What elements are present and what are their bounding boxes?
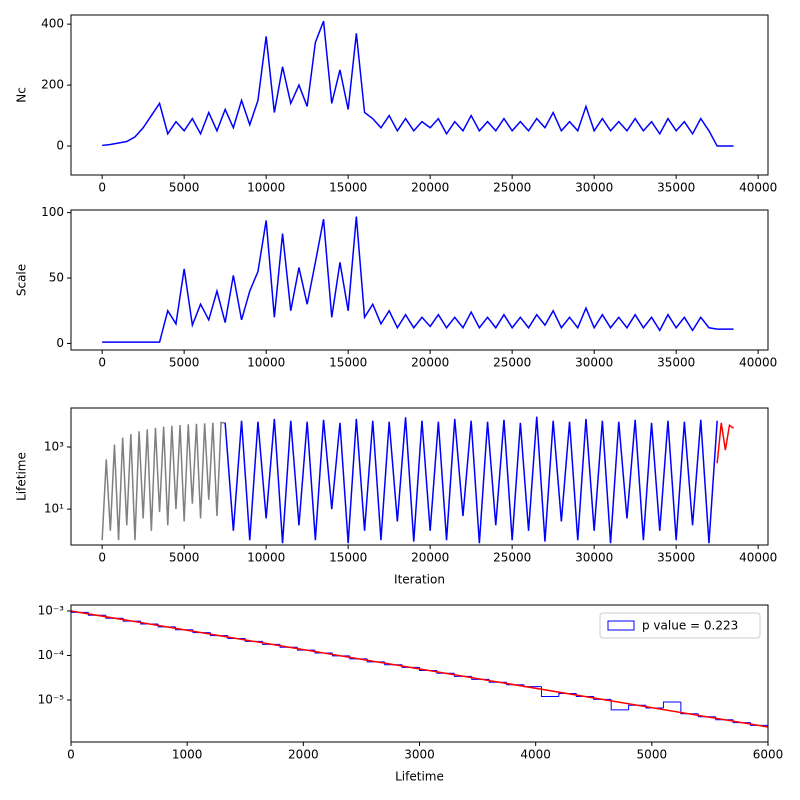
legend-label: p value = 0.223 [642,619,738,633]
x-tick-label: 25000 [493,551,531,565]
y-tick-label: 50 [49,271,64,285]
histogram-step [662,701,681,709]
data-line [716,422,735,464]
axes-frame [70,209,769,351]
y-tick-label: 0 [56,336,64,350]
data-line [101,421,226,541]
y-axis-label: Scale [15,264,29,296]
axes-frame [70,14,769,176]
x-tick-label: 0 [98,356,106,370]
y-tick-label: 0 [56,139,64,153]
y-axis-label: Lifetime [15,452,29,501]
y-tick-label: 400 [41,17,64,31]
x-tick-label: 4000 [520,748,551,762]
x-tick-label: 20000 [411,181,449,195]
x-tick-label: 10000 [247,551,285,565]
data-line [102,20,734,147]
x-tick-label: 5000 [637,748,668,762]
x-tick-label: 10000 [247,181,285,195]
fit-line [71,610,768,728]
legend-box [599,612,761,639]
x-axis-label: Iteration [394,573,445,587]
x-tick-label: 40000 [739,181,777,195]
x-tick-label: 25000 [493,181,531,195]
y-tick-label: 10⁻⁵ [38,693,65,707]
plot-area [71,610,768,742]
histogram-step [71,611,89,742]
x-tick-label: 20000 [411,356,449,370]
x-tick-label: 20000 [411,551,449,565]
x-tick-label: 40000 [739,356,777,370]
y-tick-label: 100 [41,205,64,219]
x-tick-label: 10000 [247,356,285,370]
plot-area [102,216,734,343]
x-tick-label: 30000 [575,356,613,370]
x-tick-label: 40000 [739,551,777,565]
x-tick-label: 0 [67,748,75,762]
x-tick-label: 5000 [169,551,200,565]
x-tick-label: 5000 [169,181,200,195]
data-line [102,216,734,343]
histogram-step [680,702,699,715]
axes-frame [70,407,769,546]
x-tick-label: 15000 [329,551,367,565]
plot-area [102,20,734,147]
x-tick-label: 35000 [657,356,695,370]
x-tick-label: 25000 [493,356,531,370]
x-tick-label: 1000 [172,748,203,762]
x-tick-label: 3000 [404,748,435,762]
x-tick-label: 0 [98,181,106,195]
x-tick-label: 5000 [169,356,200,370]
axes-frame [70,604,769,743]
x-tick-label: 2000 [288,748,319,762]
x-tick-label: 35000 [657,551,695,565]
x-axis-label: Lifetime [395,770,444,784]
y-axis-label: Nc [15,87,29,103]
x-tick-label: 35000 [657,181,695,195]
x-tick-label: 15000 [329,181,367,195]
y-tick-label: 10¹ [44,502,64,516]
x-tick-label: 0 [98,551,106,565]
x-tick-label: 15000 [329,356,367,370]
y-tick-label: 10⁻⁴ [38,648,65,662]
data-line [224,416,718,544]
y-tick-label: 10³ [44,439,64,453]
x-tick-label: 6000 [753,748,784,762]
x-tick-label: 30000 [575,181,613,195]
y-tick-label: 10⁻³ [38,603,65,617]
histogram-step [610,699,629,711]
y-tick-label: 200 [41,78,64,92]
plot-area [101,416,735,544]
x-tick-label: 30000 [575,551,613,565]
legend-swatch [607,620,635,631]
